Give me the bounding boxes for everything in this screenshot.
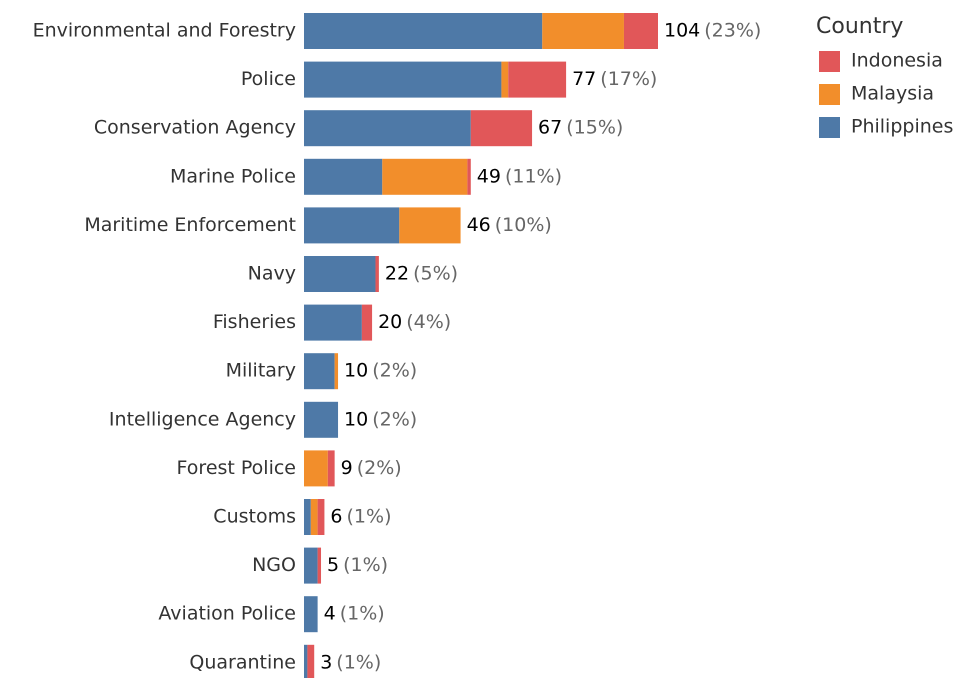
- bar-segment: [399, 207, 461, 244]
- bar-segment: [304, 110, 471, 147]
- bar-segment: [304, 499, 311, 535]
- category-label: Fisheries: [213, 311, 296, 333]
- percent-label: (4%): [406, 311, 451, 333]
- legend-swatch: [819, 51, 840, 72]
- bar-segment: [304, 644, 308, 678]
- percent-label: (23%): [704, 20, 761, 42]
- percent-label: (5%): [413, 263, 458, 285]
- bar-segment: [501, 61, 509, 98]
- bar-segment: [304, 450, 328, 487]
- bar-segment: [470, 110, 533, 147]
- bar-segment: [361, 304, 373, 341]
- total-label: 77: [572, 68, 596, 90]
- bar-segment: [467, 158, 471, 195]
- total-label: 22: [385, 263, 409, 285]
- percent-label: (1%): [343, 554, 388, 576]
- legend-label: Malaysia: [851, 83, 934, 105]
- bar-segment: [542, 13, 624, 49]
- total-label: 20: [378, 311, 402, 333]
- category-label: NGO: [252, 554, 296, 576]
- bar-segment: [623, 13, 658, 49]
- category-label: Forest Police: [177, 457, 296, 479]
- percent-label: (1%): [340, 603, 385, 625]
- bar-segment: [304, 353, 335, 390]
- bar-segment: [304, 596, 318, 633]
- category-label: Marine Police: [170, 165, 296, 187]
- category-label: Maritime Enforcement: [84, 214, 296, 236]
- percent-label: (11%): [505, 165, 562, 187]
- bar-segment: [317, 547, 322, 584]
- bar-segment: [375, 256, 379, 292]
- bar-segment: [304, 207, 400, 244]
- bar-segment: [382, 158, 468, 195]
- category-label: Environmental and Forestry: [33, 20, 296, 42]
- total-label: 10: [344, 360, 368, 382]
- bar-segment: [327, 450, 335, 487]
- bar-segment: [317, 499, 325, 535]
- category-label: Navy: [248, 263, 296, 285]
- legend-label: Philippines: [851, 116, 953, 138]
- category-label: Quarantine: [189, 651, 296, 673]
- legend-title: Country: [816, 14, 903, 39]
- bar-segment: [304, 256, 376, 292]
- total-label: 5: [327, 554, 339, 576]
- bar-segment: [304, 13, 543, 49]
- percent-label: (2%): [372, 360, 417, 382]
- total-label: 49: [477, 165, 501, 187]
- legend-swatch: [819, 117, 840, 138]
- bar-segment: [304, 547, 318, 584]
- bar-segment: [304, 304, 362, 341]
- bar-segment: [304, 401, 339, 438]
- category-label: Conservation Agency: [94, 117, 296, 139]
- total-label: 6: [330, 506, 342, 528]
- category-label: Customs: [213, 506, 296, 528]
- total-label: 3: [320, 651, 332, 673]
- percent-label: (1%): [336, 651, 381, 673]
- total-label: 67: [538, 117, 562, 139]
- bar-segment: [334, 353, 339, 390]
- total-label: 9: [341, 457, 353, 479]
- bar-segment: [307, 644, 315, 678]
- percent-label: (10%): [495, 214, 552, 236]
- category-label: Intelligence Agency: [109, 408, 296, 430]
- category-label: Police: [241, 68, 296, 90]
- legend-swatch: [819, 84, 840, 105]
- bar-segment: [304, 158, 383, 195]
- legend-label: Indonesia: [851, 50, 943, 72]
- total-label: 4: [324, 603, 336, 625]
- bar-segment: [304, 61, 502, 98]
- total-label: 104: [664, 20, 700, 42]
- percent-label: (15%): [566, 117, 623, 139]
- bar-segment: [508, 61, 567, 98]
- total-label: 46: [467, 214, 491, 236]
- percent-label: (2%): [357, 457, 402, 479]
- bar-segment: [310, 499, 318, 535]
- category-label: Military: [226, 360, 296, 382]
- percent-label: (1%): [347, 506, 392, 528]
- total-label: 10: [344, 408, 368, 430]
- category-label: Aviation Police: [158, 603, 296, 625]
- percent-label: (2%): [372, 408, 417, 430]
- percent-label: (17%): [600, 68, 657, 90]
